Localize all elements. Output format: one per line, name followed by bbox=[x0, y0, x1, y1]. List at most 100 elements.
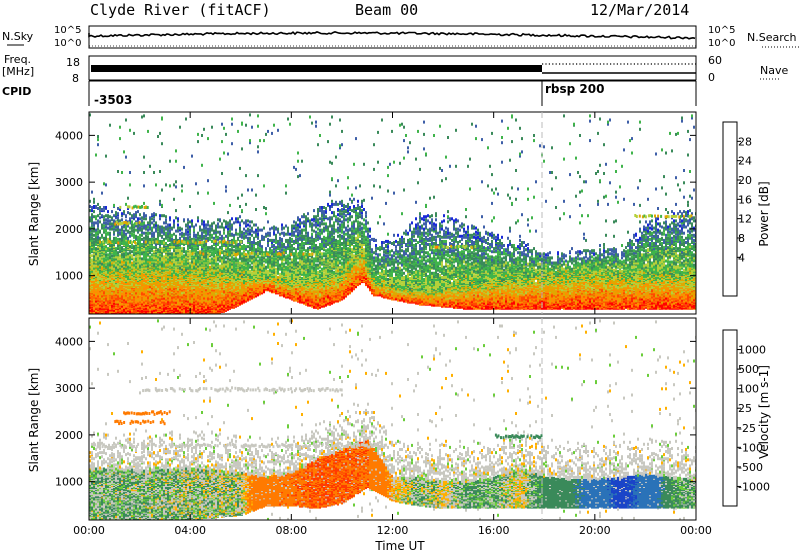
power-cell bbox=[157, 225, 159, 228]
power-cell bbox=[125, 233, 127, 236]
power-cell bbox=[119, 137, 121, 140]
power-cell bbox=[129, 129, 131, 132]
power-cell bbox=[149, 216, 151, 219]
power-cell bbox=[103, 209, 105, 212]
power-cell bbox=[131, 230, 133, 233]
power-cell bbox=[99, 257, 101, 260]
power-cell bbox=[107, 214, 109, 217]
power-cell bbox=[153, 212, 155, 215]
power-cell bbox=[97, 231, 99, 234]
power-cell bbox=[143, 212, 145, 215]
power-cell bbox=[133, 132, 135, 135]
power-cell bbox=[119, 257, 121, 260]
power-cell bbox=[105, 258, 107, 261]
power-cell bbox=[151, 253, 153, 256]
power-cell bbox=[103, 247, 105, 250]
power-cell bbox=[131, 250, 133, 253]
power-cell bbox=[135, 229, 137, 232]
power-cell bbox=[131, 245, 133, 248]
power-cell bbox=[93, 238, 95, 241]
power-cell bbox=[103, 257, 105, 260]
power-cell bbox=[123, 230, 125, 233]
power-cell bbox=[131, 214, 133, 217]
power-cell bbox=[105, 226, 107, 229]
power-cell bbox=[105, 253, 107, 256]
power-cell bbox=[91, 191, 93, 194]
power-cell bbox=[127, 211, 129, 214]
power-cell bbox=[147, 130, 149, 133]
power-cell bbox=[157, 248, 159, 251]
power-cell bbox=[151, 221, 153, 224]
power-cell bbox=[95, 215, 97, 218]
power-cell bbox=[93, 221, 95, 224]
power-cell bbox=[105, 183, 107, 186]
power-cell bbox=[117, 212, 119, 215]
power-cell bbox=[143, 237, 145, 240]
power-cell bbox=[99, 254, 101, 257]
power-cell bbox=[129, 227, 131, 230]
power-cell bbox=[133, 213, 135, 216]
power-cell bbox=[153, 171, 155, 174]
power-cell bbox=[101, 214, 103, 217]
power-cell bbox=[113, 237, 115, 240]
power-cell bbox=[103, 237, 105, 240]
power-cell bbox=[141, 261, 143, 264]
power-cell bbox=[97, 203, 99, 206]
power-cell bbox=[107, 210, 109, 213]
power-cell bbox=[155, 246, 157, 249]
power-cell bbox=[93, 210, 95, 213]
power-cell bbox=[119, 229, 121, 232]
power-cell bbox=[155, 213, 157, 216]
power-cell bbox=[91, 237, 93, 240]
power-cell bbox=[153, 232, 155, 235]
power-cell bbox=[109, 232, 111, 235]
power-cell bbox=[107, 253, 109, 256]
power-cell bbox=[133, 251, 135, 254]
power-cell bbox=[143, 202, 145, 205]
power-cell bbox=[145, 235, 147, 238]
power-cell bbox=[145, 232, 147, 235]
power-cell bbox=[149, 232, 151, 235]
power-cell bbox=[125, 119, 127, 122]
power-cell bbox=[105, 245, 107, 248]
power-cell bbox=[91, 258, 93, 261]
power-cell bbox=[117, 216, 119, 219]
power-cell bbox=[101, 192, 103, 195]
power-cell bbox=[155, 228, 157, 231]
power-cell bbox=[143, 156, 145, 159]
power-cell bbox=[103, 182, 105, 185]
power-cell bbox=[151, 257, 153, 260]
power-cell bbox=[99, 247, 101, 250]
power-cell bbox=[121, 226, 123, 229]
power-cell bbox=[143, 248, 145, 251]
power-cell bbox=[97, 228, 99, 231]
power-cell bbox=[137, 210, 139, 213]
power-cell bbox=[103, 206, 105, 209]
power-cell bbox=[153, 250, 155, 253]
power-cell bbox=[101, 208, 103, 211]
power-cell bbox=[91, 254, 93, 257]
power-cell bbox=[143, 171, 145, 174]
power-cell bbox=[137, 236, 139, 239]
power-cell bbox=[139, 234, 141, 237]
power-cell bbox=[155, 254, 157, 257]
power-cell bbox=[139, 296, 141, 299]
power-cell bbox=[141, 219, 143, 222]
power-cell bbox=[153, 246, 155, 249]
power-cell bbox=[141, 257, 143, 260]
power-cell bbox=[111, 222, 113, 225]
power-cell bbox=[137, 217, 139, 220]
power-cell bbox=[117, 207, 119, 210]
power-cell bbox=[97, 214, 99, 217]
power-cell bbox=[105, 233, 107, 236]
power-cell bbox=[131, 262, 133, 265]
power-cell bbox=[91, 230, 93, 233]
power-cell bbox=[125, 251, 127, 254]
power-cell bbox=[119, 238, 121, 241]
power-cell bbox=[133, 245, 135, 248]
power-cell bbox=[137, 256, 139, 259]
power-cell bbox=[105, 229, 107, 232]
power-cell bbox=[125, 156, 127, 159]
power-cell bbox=[99, 237, 101, 240]
power-cell bbox=[113, 214, 115, 217]
